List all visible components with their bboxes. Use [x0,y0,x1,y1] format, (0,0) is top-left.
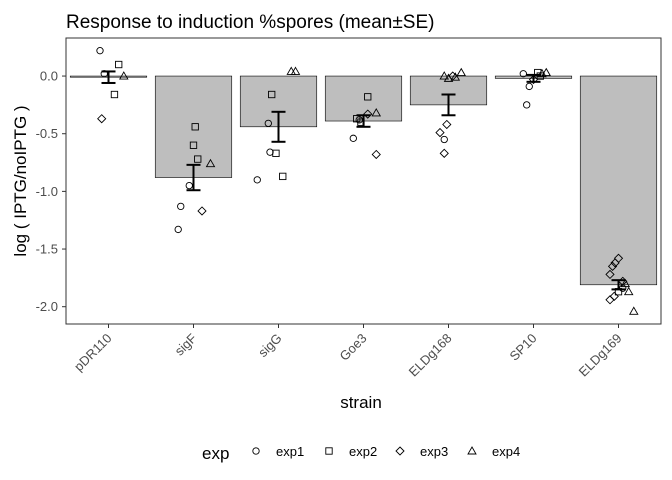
data-point-exp3 [528,74,539,85]
legend: exp exp1 exp2 exp3 exp4 [202,444,520,463]
data-point-exp3 [371,149,381,160]
legend-key-triangle [467,446,477,455]
data-point-exp2 [272,149,280,157]
data-point-exp1 [253,176,261,184]
data-point-exp3 [197,206,207,216]
data-point-exp3 [363,109,373,119]
data-point-exp3 [442,119,452,130]
x-tick-label-ELDg168: ELDg168 [406,331,455,380]
legend-key-square [325,447,333,455]
x-tick-label-sigF: sigF [172,330,200,358]
legend-key-diamond [395,446,405,456]
data-point-exp4 [205,158,216,168]
data-point-exp4 [456,67,467,77]
x-tick-label-ELDg169: ELDg169 [576,331,625,380]
data-point-exp2 [189,141,198,149]
data-point-exp3 [435,127,445,138]
legend-item-exp2: exp2 [325,444,377,459]
y-tick-label: -0.5 [36,126,58,141]
bar-ELDg169 [579,75,658,286]
y-tick-label: -1.5 [36,242,58,257]
data-point-exp1 [96,47,104,55]
x-tick-label-sigG: sigG [255,331,285,361]
data-point-exp3 [605,295,615,305]
data-point-exp4 [541,67,552,77]
data-point-exp4 [620,278,631,288]
data-point-exp1 [440,135,448,144]
data-point-exp1 [349,134,357,142]
data-point-exp2 [279,172,287,181]
legend-label-exp4: exp4 [492,444,520,459]
data-point-exp2 [191,123,199,131]
data-point-exp2 [364,93,372,101]
data-point-exp2 [194,155,202,163]
data-point-exp4 [290,66,301,75]
data-point-exp4 [119,71,129,80]
data-point-exp1 [177,202,185,211]
chart-title: Response to induction %spores (mean±SE) [66,12,434,33]
data-point-exp1 [264,119,272,127]
data-point-exp4 [629,306,639,315]
bar-sigF [154,75,233,178]
data-point-exp3 [607,261,618,271]
x-tick-label-pDR110: pDR110 [71,331,115,375]
y-axis-title: log ( IPTG/noIPTG ) [11,105,30,256]
data-point-exp3 [605,269,615,280]
y-tick-label: -2.0 [36,299,58,314]
plot-panel: 0.0 -0.5 -1.0 -1.5 -2.0 pDR110 sigF sigG Goe3 ELD… [36,37,662,380]
data-point-exp3 [609,291,619,301]
data-point-exp4 [537,68,547,78]
data-point-exp3 [439,148,449,158]
data-point-exp4 [623,286,634,296]
x-tick-label-Goe3: Goe3 [337,331,370,364]
legend-label-exp1: exp1 [276,444,304,459]
data-point-exp4 [439,71,450,80]
data-point-exp2 [268,90,276,99]
legend-title: exp [202,444,229,463]
legend-item-exp4: exp4 [467,444,520,459]
legend-item-exp3: exp3 [395,444,448,459]
x-tick-label-SP10: SP10 [507,331,540,364]
data-point-exp3 [97,114,107,124]
data-point-exp4 [371,108,382,117]
data-point-exp4 [443,73,454,82]
x-axis-title: strain [340,393,382,412]
data-point-exp1 [355,116,363,124]
data-point-exp4 [286,66,297,75]
data-point-exp1 [185,181,193,190]
y-tick-label: -1.0 [36,184,58,199]
legend-key-circle [252,447,260,455]
data-point-exp3 [613,253,624,263]
data-point-exp1 [174,225,182,234]
legend-item-exp1: exp1 [252,444,304,459]
data-point-exp1 [523,101,531,109]
y-tick-label: 0.0 [40,69,58,84]
data-point-exp4 [450,72,461,81]
legend-label-exp2: exp2 [349,444,377,459]
data-point-exp2 [115,60,123,69]
legend-label-exp3: exp3 [420,444,448,459]
data-point-exp2 [110,90,119,99]
data-point-exp1 [519,70,527,78]
data-point-exp1 [525,82,533,91]
data-point-exp1 [266,148,274,156]
